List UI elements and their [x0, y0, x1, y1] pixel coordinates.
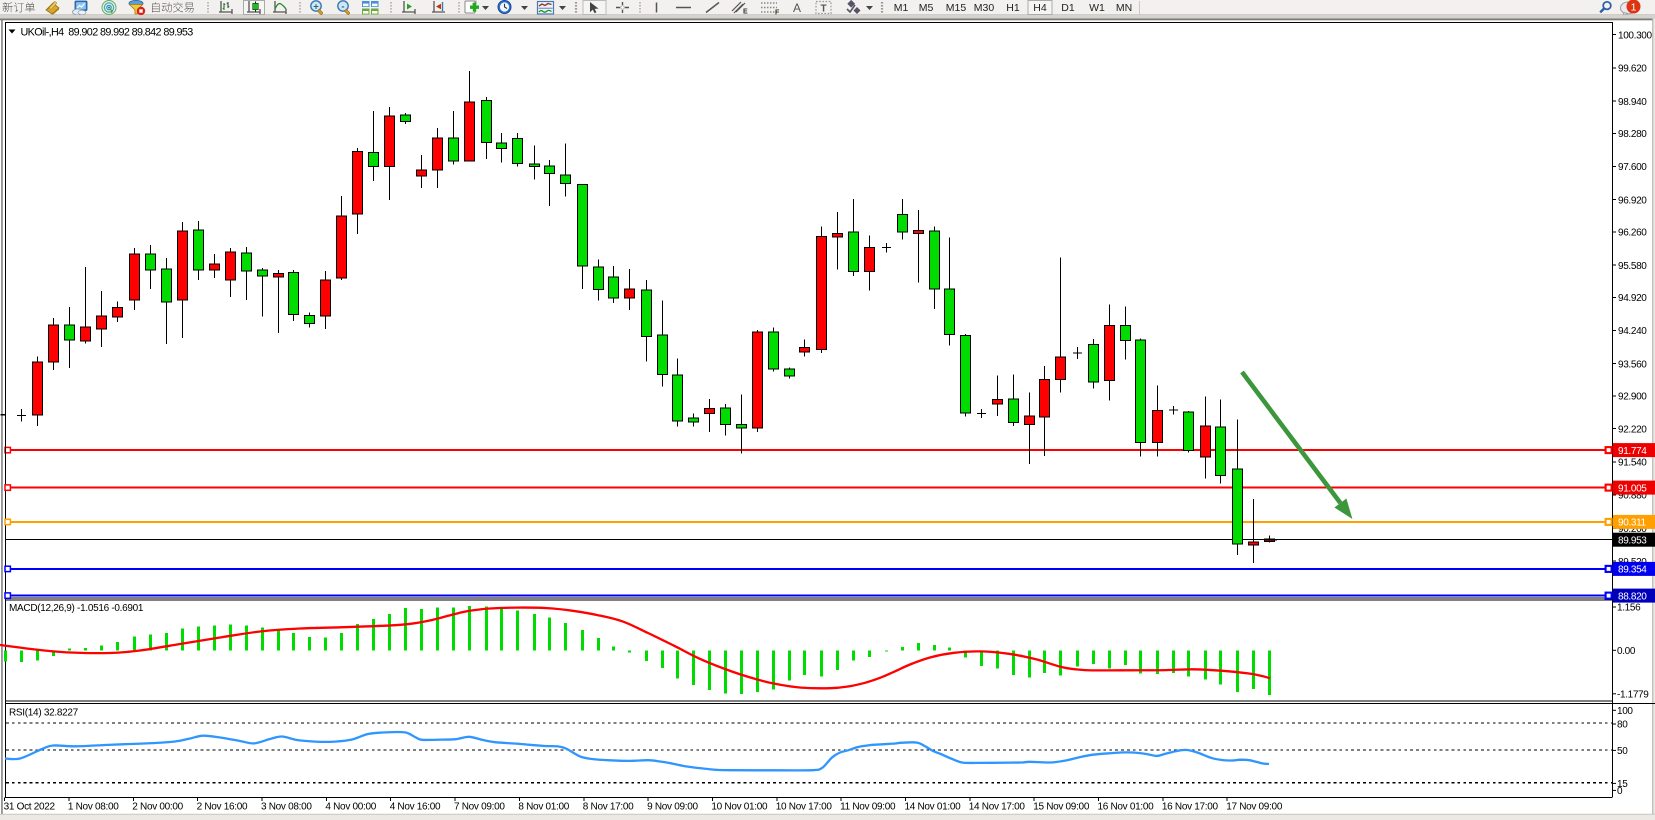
svg-text:M1: M1	[894, 2, 909, 14]
svg-text:11 Nov 09:00: 11 Nov 09:00	[840, 802, 896, 813]
svg-text:2 Nov 00:00: 2 Nov 00:00	[132, 802, 183, 813]
svg-text:W1: W1	[1089, 2, 1105, 14]
svg-text:100.300: 100.300	[1618, 30, 1652, 41]
svg-text:2 Nov 16:00: 2 Nov 16:00	[197, 802, 248, 813]
svg-text:92.900: 92.900	[1618, 392, 1647, 403]
svg-text:90.200: 90.200	[1618, 524, 1647, 535]
svg-text:89.953: 89.953	[1618, 535, 1647, 546]
svg-text:91.540: 91.540	[1618, 458, 1647, 469]
svg-text:91.005: 91.005	[1618, 483, 1647, 494]
svg-text:8 Nov 17:00: 8 Nov 17:00	[583, 802, 634, 813]
svg-text:4 Nov 00:00: 4 Nov 00:00	[325, 802, 376, 813]
svg-text:+: +	[313, 2, 319, 13]
svg-text:RSI(14) 32.8227: RSI(14) 32.8227	[9, 708, 79, 719]
svg-text:15 Nov 09:00: 15 Nov 09:00	[1033, 802, 1090, 813]
svg-text:UKOil-,H4 89.902 89.992 89.84: UKOil-,H4 89.902 89.992 89.842 89.953	[21, 27, 194, 39]
svg-text:1.156: 1.156	[1617, 603, 1641, 614]
svg-text:15: 15	[1617, 779, 1628, 790]
svg-text:14 Nov 17:00: 14 Nov 17:00	[969, 802, 1026, 813]
svg-text:-1.1779: -1.1779	[1617, 690, 1649, 701]
svg-text:98.280: 98.280	[1618, 129, 1647, 140]
svg-text:8 Nov 01:00: 8 Nov 01:00	[518, 802, 569, 813]
svg-text:94.920: 94.920	[1618, 293, 1647, 304]
svg-text:H1: H1	[1006, 2, 1020, 14]
svg-text:94.240: 94.240	[1618, 326, 1647, 337]
svg-text:91.774: 91.774	[1618, 446, 1647, 457]
svg-text:95.580: 95.580	[1618, 261, 1647, 272]
svg-text:50: 50	[1617, 746, 1628, 757]
svg-text:0.00: 0.00	[1617, 646, 1636, 657]
svg-text:4 Nov 16:00: 4 Nov 16:00	[390, 802, 441, 813]
svg-text:14 Nov 01:00: 14 Nov 01:00	[905, 802, 962, 813]
svg-text:9 Nov 09:00: 9 Nov 09:00	[647, 802, 698, 813]
svg-text:3 Nov 08:00: 3 Nov 08:00	[261, 802, 312, 813]
svg-text:F: F	[775, 10, 780, 17]
svg-text:MACD(12,26,9) -1.0516 -0.6901: MACD(12,26,9) -1.0516 -0.6901	[9, 603, 144, 614]
svg-text:7 Nov 09:00: 7 Nov 09:00	[454, 802, 505, 813]
svg-text:93.560: 93.560	[1618, 359, 1647, 370]
svg-text:96.920: 96.920	[1618, 195, 1647, 206]
svg-text:0: 0	[1617, 786, 1623, 797]
svg-text:M15: M15	[946, 2, 967, 14]
svg-text:E: E	[743, 9, 748, 16]
svg-text:1 Nov 08:00: 1 Nov 08:00	[68, 802, 119, 813]
svg-text:T: T	[820, 4, 826, 15]
svg-text:31 Oct 2022: 31 Oct 2022	[4, 802, 56, 813]
svg-text:H4: H4	[1033, 2, 1047, 14]
svg-text:99.620: 99.620	[1618, 64, 1647, 75]
svg-text:M30: M30	[974, 2, 995, 14]
svg-text:88.820: 88.820	[1618, 591, 1647, 602]
svg-text:-: -	[341, 2, 344, 13]
svg-text:10 Nov 01:00: 10 Nov 01:00	[711, 802, 768, 813]
svg-text:100: 100	[1617, 706, 1633, 717]
svg-text:16 Nov 01:00: 16 Nov 01:00	[1098, 802, 1155, 813]
svg-text:98.940: 98.940	[1618, 97, 1647, 108]
svg-text:16 Nov 17:00: 16 Nov 17:00	[1162, 802, 1219, 813]
svg-text:10 Nov 17:00: 10 Nov 17:00	[776, 802, 833, 813]
svg-text:MN: MN	[1116, 2, 1132, 14]
svg-text:M5: M5	[919, 2, 934, 14]
svg-text:96.260: 96.260	[1618, 228, 1647, 239]
svg-text:1: 1	[1631, 1, 1637, 13]
svg-text:17 Nov 09:00: 17 Nov 09:00	[1226, 802, 1283, 813]
svg-text:97.600: 97.600	[1618, 162, 1647, 173]
svg-text:92.220: 92.220	[1618, 424, 1647, 435]
svg-text:90.880: 90.880	[1618, 491, 1647, 502]
svg-text:89.354: 89.354	[1618, 565, 1647, 576]
svg-text:D1: D1	[1061, 2, 1075, 14]
svg-text:80: 80	[1617, 720, 1628, 731]
svg-text:A: A	[793, 1, 801, 15]
svg-text:90.311: 90.311	[1618, 518, 1647, 529]
